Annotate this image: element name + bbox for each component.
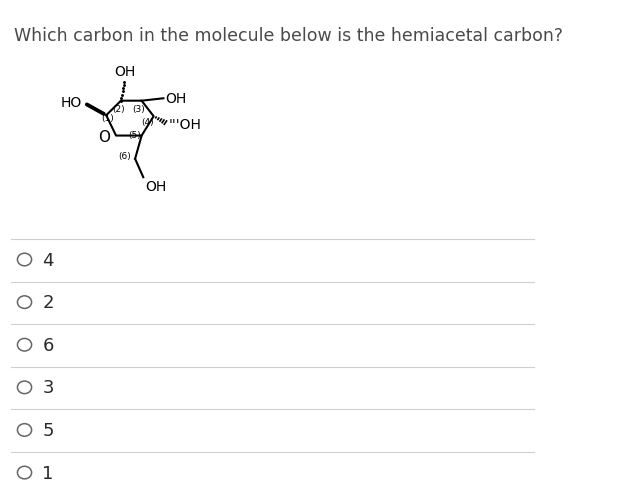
- Text: OH: OH: [115, 65, 136, 79]
- Text: OH: OH: [145, 180, 166, 194]
- Text: 6: 6: [42, 336, 54, 354]
- Text: 3: 3: [42, 378, 54, 396]
- Text: 2: 2: [42, 293, 54, 312]
- Text: (2): (2): [112, 105, 125, 114]
- Text: (6): (6): [118, 151, 131, 161]
- Text: Which carbon in the molecule below is the hemiacetal carbon?: Which carbon in the molecule below is th…: [14, 27, 563, 45]
- Text: 4: 4: [42, 251, 54, 269]
- Text: 5: 5: [42, 421, 54, 439]
- Text: (4): (4): [141, 117, 153, 126]
- Text: O: O: [98, 130, 111, 145]
- Text: (1): (1): [101, 113, 113, 122]
- Text: 1: 1: [42, 464, 54, 482]
- Text: (5): (5): [129, 131, 141, 140]
- Text: OH: OH: [165, 92, 186, 106]
- Text: (3): (3): [132, 105, 145, 114]
- Text: HO: HO: [61, 96, 82, 110]
- Text: '''OH: '''OH: [169, 118, 202, 132]
